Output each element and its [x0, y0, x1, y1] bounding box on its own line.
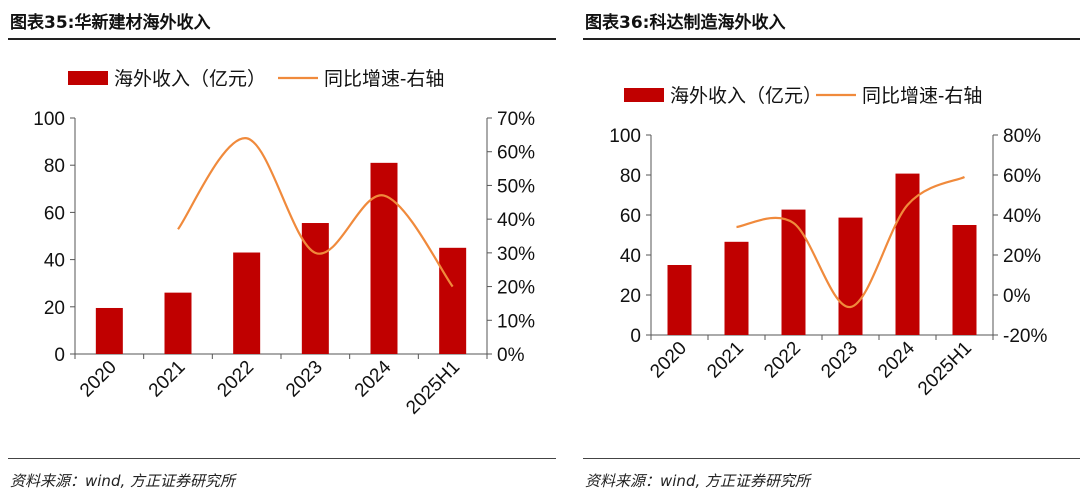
source-divider-right: [583, 458, 1080, 459]
left-x-tick-label: 2025H1: [402, 357, 464, 419]
left-bar-2022: [233, 252, 261, 354]
left-legend-line-label: 同比增速-右轴: [324, 68, 444, 90]
left-legend-bar-label: 海外收入（亿元）: [114, 68, 266, 90]
left-y2-tick-label: 20%: [497, 278, 535, 299]
title-divider-right: [583, 38, 1080, 40]
right-x-tick-label: 2020: [646, 338, 691, 383]
left-y-tick-label: 0: [54, 345, 65, 366]
right-growth-line: [736, 175, 965, 309]
left-x-tick-label: 2024: [351, 356, 396, 401]
right-y-tick-label: 0: [630, 326, 641, 347]
left-growth-line: [177, 137, 454, 288]
right-x-tick-label: 2021: [703, 338, 748, 383]
right-y2-tick-label: 0%: [1003, 286, 1031, 307]
left-bar-2021: [164, 292, 192, 354]
left-bar-2024: [370, 162, 398, 354]
left-x-tick-label: 2021: [145, 357, 190, 402]
right-x-tick-label: 2025H1: [914, 338, 976, 400]
source-note-right: 资料来源：wind, 方正证券研究所: [585, 472, 811, 490]
chart-title-right: 图表36:科达制造海外收入: [585, 13, 786, 33]
right-x-tick-label: 2024: [874, 337, 919, 382]
right-y2-tick-label: 80%: [1003, 126, 1041, 147]
right-y2-tick-label: 40%: [1003, 206, 1041, 227]
left-y2-tick-label: 60%: [497, 143, 535, 164]
right-x-tick-label: 2022: [760, 338, 805, 383]
left-y-tick-label: 60: [44, 203, 65, 224]
left-y2-tick-label: 30%: [497, 244, 535, 265]
right-bar-2023: [838, 217, 863, 335]
left-y-tick-label: 20: [44, 298, 65, 319]
right-legend-bar-swatch: [624, 88, 664, 102]
left-bar-2020: [95, 307, 123, 354]
right-bar-2021: [724, 241, 749, 335]
right-y2-tick-label: 20%: [1003, 246, 1041, 267]
right-y2-tick-label: -20%: [1003, 326, 1047, 347]
left-bar-2025H1: [439, 247, 467, 354]
right-bar-2020: [667, 265, 692, 335]
left-x-tick-label: 2022: [213, 357, 258, 402]
right-y-tick-label: 60: [620, 206, 641, 227]
left-y-tick-label: 80: [44, 156, 65, 177]
right-x-tick-label: 2023: [817, 338, 862, 383]
left-y2-tick-label: 10%: [497, 311, 535, 332]
left-y-tick-label: 100: [33, 109, 65, 130]
left-x-tick-label: 2023: [282, 357, 327, 402]
right-legend-bar-label: 海外收入（亿元）: [670, 85, 822, 107]
right-bar-2025H1: [952, 225, 977, 335]
right-bar-2024: [895, 173, 920, 335]
left-y-tick-label: 40: [44, 251, 65, 272]
source-divider-left: [8, 458, 556, 459]
right-y-tick-label: 40: [620, 246, 641, 267]
right-y-tick-label: 80: [620, 166, 641, 187]
right-legend-line-label: 同比增速-右轴: [862, 85, 982, 107]
left-y2-tick-label: 0%: [497, 345, 525, 366]
title-divider-left: [8, 38, 556, 40]
right-bar-2022: [781, 209, 806, 335]
chart-title-left: 图表35:华新建材海外收入: [10, 13, 211, 33]
source-note-left: 资料来源：wind, 方正证券研究所: [10, 472, 236, 490]
left-legend-bar-swatch: [68, 71, 108, 85]
left-y2-tick-label: 40%: [497, 210, 535, 231]
right-y2-tick-label: 60%: [1003, 166, 1041, 187]
right-y-tick-label: 20: [620, 286, 641, 307]
left-y2-tick-label: 70%: [497, 109, 535, 130]
left-y2-tick-label: 50%: [497, 176, 535, 197]
right-y-tick-label: 100: [609, 126, 641, 147]
left-x-tick-label: 2020: [76, 357, 121, 402]
